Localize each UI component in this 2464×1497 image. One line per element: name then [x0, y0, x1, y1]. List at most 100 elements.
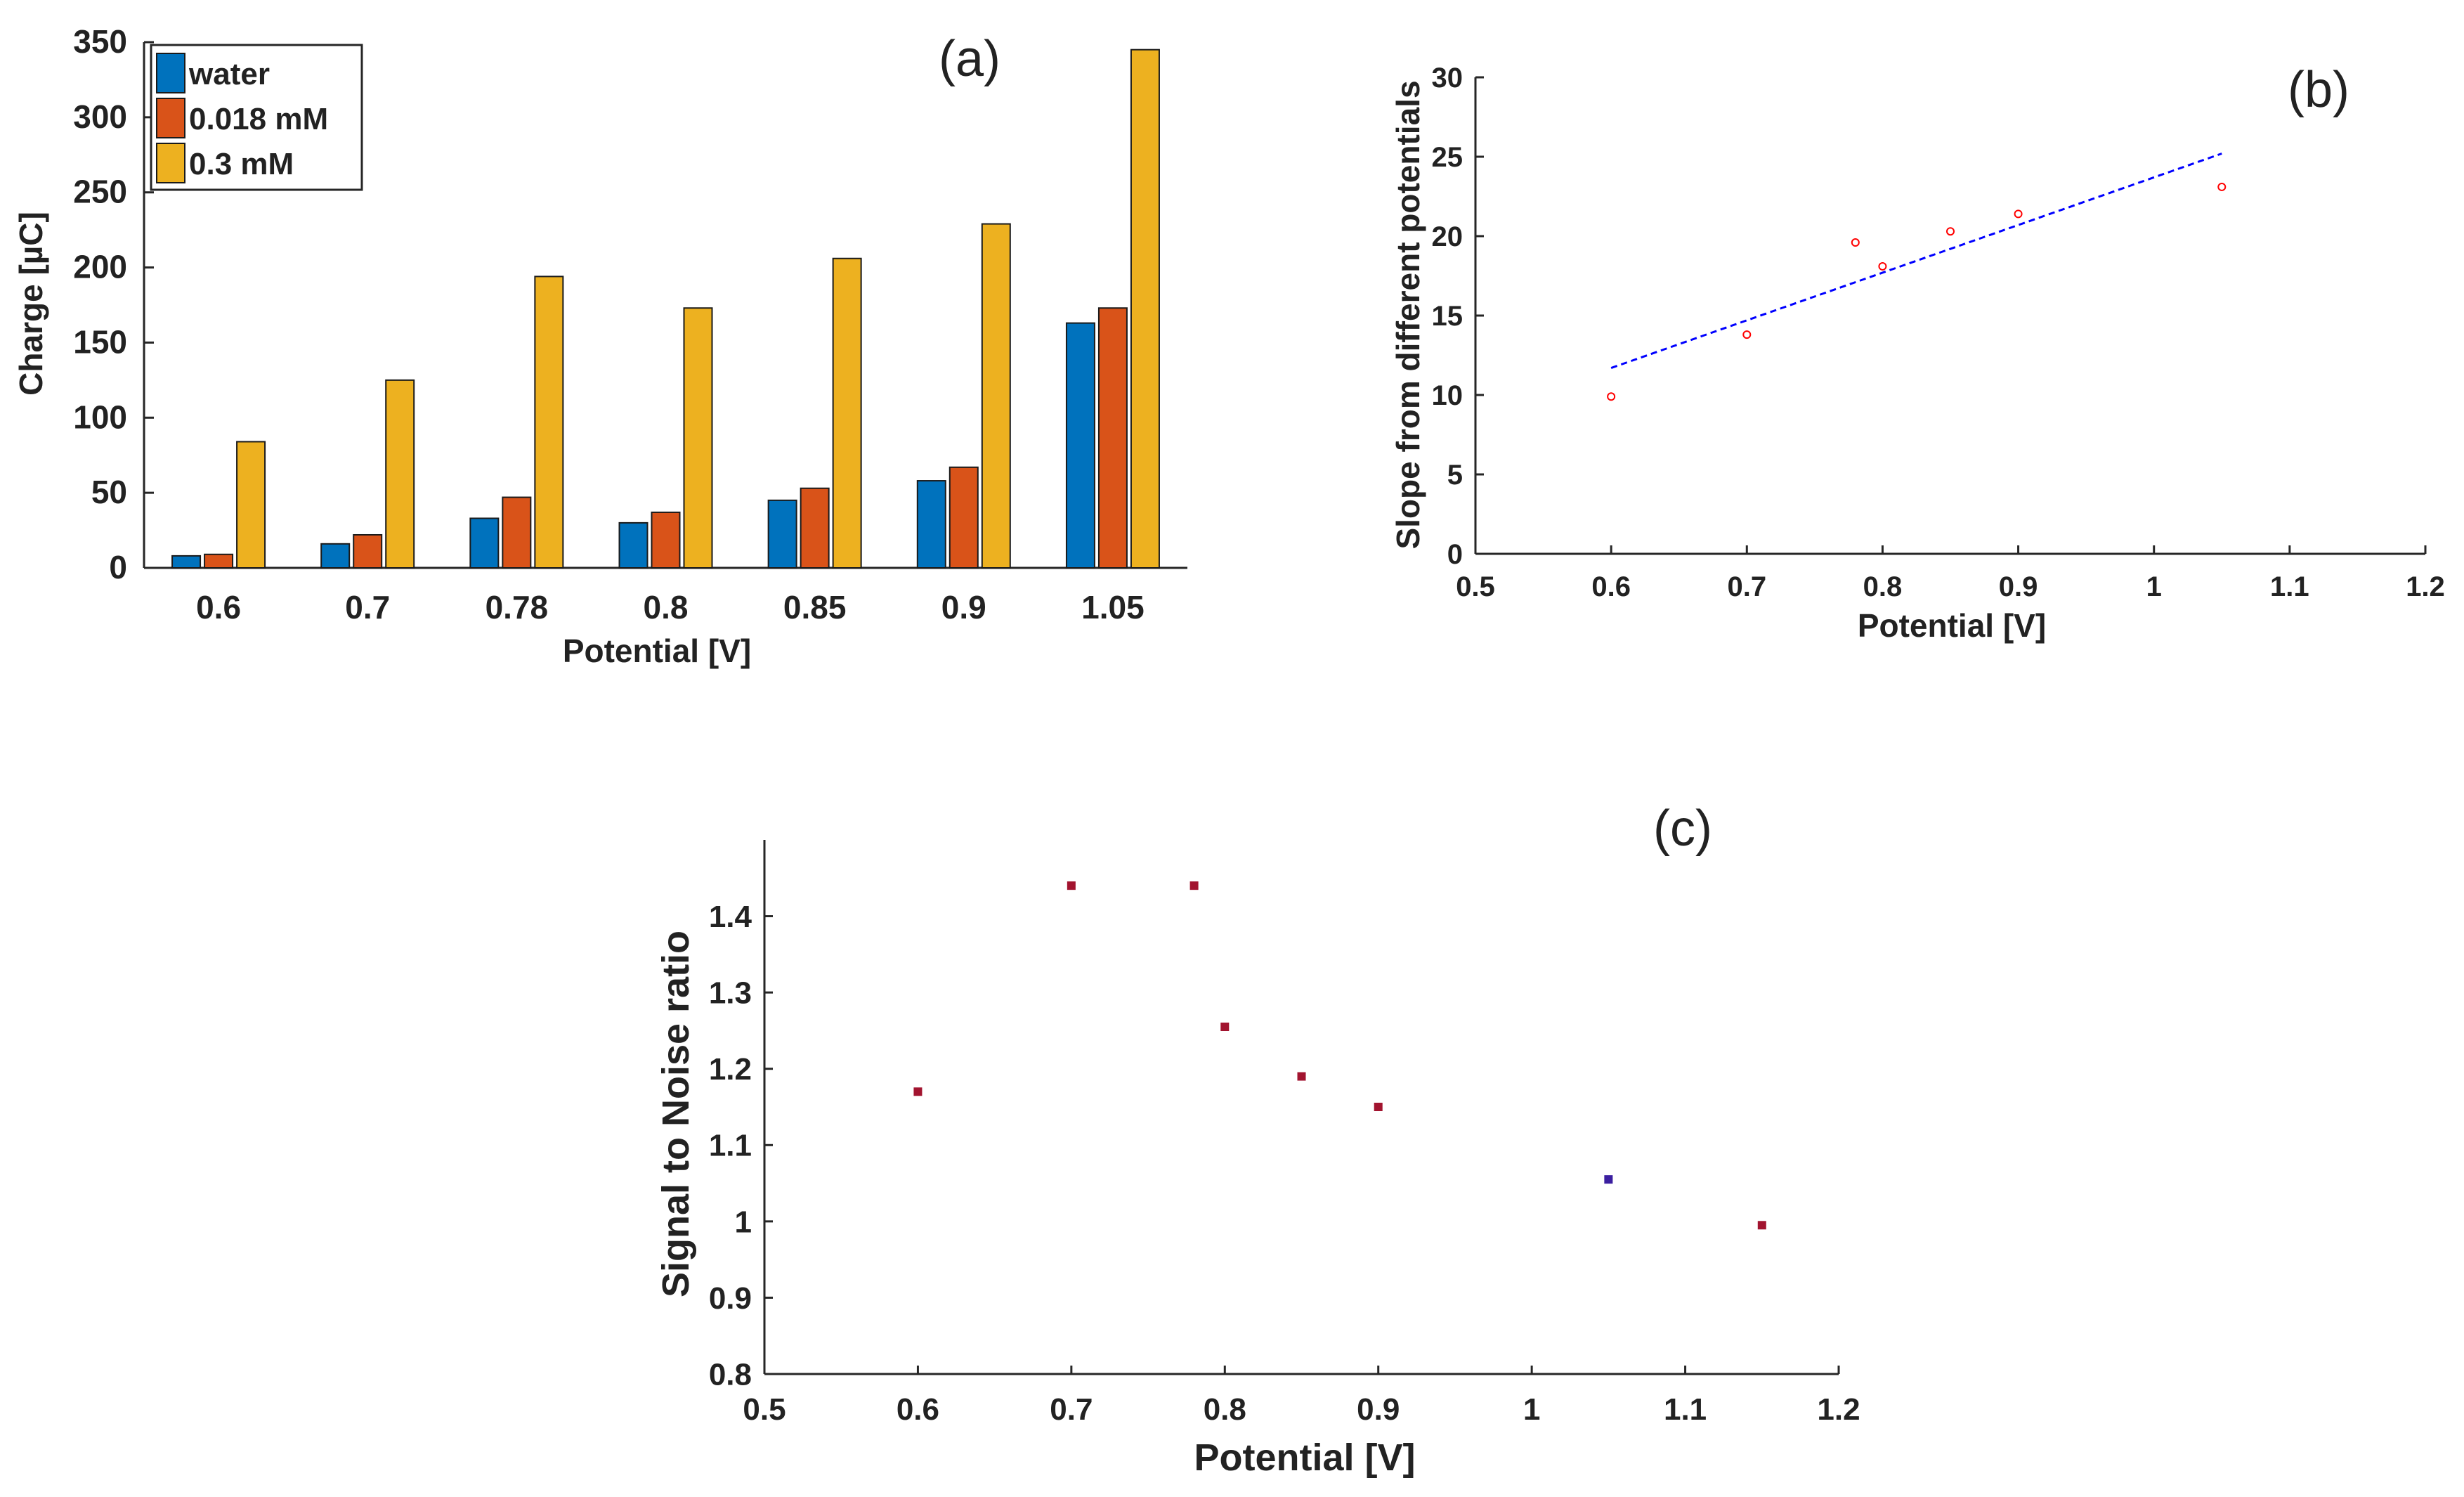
- panel-c-point: [1067, 881, 1076, 890]
- panel-c-point: [1374, 1103, 1383, 1111]
- panel-b-ytick-label: 15: [1432, 301, 1464, 332]
- panel-b-ytick-label: 20: [1432, 221, 1464, 252]
- panel-a-legend-swatch: [156, 143, 185, 183]
- panel-a-legend-swatch: [156, 98, 185, 138]
- panel-b-ytick-label: 10: [1432, 380, 1464, 411]
- panel-a-legend-label: 0.018 mM: [189, 102, 328, 136]
- panel-b-xlabel: Potential [V]: [1858, 607, 2046, 644]
- panel-c-xtick-label: 1.2: [1817, 1392, 1860, 1427]
- panel-a-xlabel: Potential [V]: [563, 633, 751, 669]
- panel-a-label: (a): [939, 31, 1000, 87]
- panel-a-bar: [618, 521, 648, 569]
- panel-c-ytick-label: 1.4: [709, 900, 752, 934]
- panel-a-bar: [534, 276, 564, 569]
- panel-b-xtick-label: 0.5: [1456, 571, 1495, 602]
- panel-b-point: [1851, 238, 1860, 247]
- panel-c-xtick-label: 1: [1523, 1392, 1540, 1427]
- panel-a-ytick-label: 0: [109, 549, 127, 585]
- panel-a-legend-swatch: [156, 53, 185, 93]
- panel-b-ytick-label: 30: [1432, 63, 1464, 93]
- panel-b-ytick-label: 0: [1447, 539, 1463, 570]
- panel-a-bar: [502, 496, 532, 569]
- panel-a-ytick-label: 200: [73, 249, 127, 285]
- panel-b-xtick-label: 0.6: [1591, 571, 1631, 602]
- panel-b-fit-line: [1610, 153, 2222, 369]
- panel-c-point: [1220, 1023, 1230, 1031]
- panel-a-ytick-label: 50: [91, 474, 127, 510]
- panel-b-point: [1946, 227, 1955, 236]
- panel-b-xtick-label: 0.9: [1999, 571, 2038, 602]
- panel-c-point: [1189, 881, 1199, 890]
- panel-b-ytick-label: 25: [1432, 142, 1464, 173]
- panel-a-xtick-label: 0.7: [345, 589, 390, 626]
- panel-a-xtick-label: 0.6: [196, 589, 241, 626]
- panel-a-bar: [651, 511, 681, 569]
- panel-a-legend-label: water: [188, 57, 270, 91]
- panel-c-xlabel: Potential [V]: [1194, 1437, 1415, 1479]
- panel-a-bar: [171, 555, 202, 569]
- panel-a-bar: [683, 307, 713, 569]
- panel-c-xtick-label: 0.7: [1050, 1392, 1093, 1427]
- panel-a-ytick-label: 100: [73, 398, 127, 435]
- panel-b-ytick-label: 5: [1447, 460, 1463, 491]
- panel-c-xtick-label: 1.1: [1664, 1392, 1707, 1427]
- panel-b-point: [2217, 182, 2227, 191]
- panel-a-ytick-label: 250: [73, 174, 127, 210]
- panel-c-point: [1604, 1175, 1613, 1184]
- panel-a-bar: [949, 466, 979, 569]
- panel-a-xtick-label: 1.05: [1081, 589, 1145, 626]
- panel-b-xtick-label: 1.2: [2406, 571, 2445, 602]
- panel-b-xtick-label: 0.8: [1863, 571, 1903, 602]
- panel-a-xtick-label: 0.8: [644, 589, 689, 626]
- panel-c-point: [1757, 1221, 1766, 1230]
- panel-a-ytick-label: 350: [73, 23, 127, 60]
- panel-b-xtick-label: 1.1: [2270, 571, 2309, 602]
- panel-b-point: [2014, 209, 2023, 219]
- panel-a-bar: [385, 379, 415, 569]
- panel-a-bar: [1130, 48, 1160, 569]
- panel-a-bar: [204, 553, 234, 569]
- panel-c-xtick-label: 0.5: [743, 1392, 786, 1427]
- panel-b-scatter: (b) Potential [V] Slope from different p…: [1390, 62, 2445, 644]
- panel-a-bar: [353, 533, 383, 569]
- panel-b-point: [1742, 330, 1752, 339]
- panel-b-xtick-label: 0.7: [1727, 571, 1766, 602]
- panel-a-bar: [800, 487, 830, 569]
- panel-c-scatter: (c) Potential [V] Signal to Noise ratio …: [655, 801, 1860, 1479]
- panel-a-bar: [916, 480, 946, 569]
- panel-a-bar: [981, 223, 1011, 569]
- panel-c-point: [913, 1087, 923, 1096]
- panel-b-ylabel: Slope from different potentials: [1390, 80, 1426, 549]
- panel-c-ytick-label: 1: [735, 1205, 752, 1239]
- panel-c-point: [1297, 1072, 1306, 1081]
- panel-a-bar: [1097, 307, 1128, 569]
- panel-a-xtick-label: 0.78: [485, 589, 549, 626]
- panel-c-ylabel: Signal to Noise ratio: [655, 931, 697, 1297]
- panel-a-ytick-label: 150: [73, 323, 127, 360]
- panel-b-label: (b): [2288, 62, 2349, 118]
- panel-c-xtick-label: 0.9: [1357, 1392, 1400, 1427]
- panel-c-ytick-label: 0.9: [709, 1281, 752, 1316]
- panel-a-legend-label: 0.3 mM: [189, 147, 294, 181]
- panel-c-label: (c): [1653, 801, 1712, 857]
- panel-a-ylabel: Charge [µC]: [13, 212, 49, 396]
- panel-c-ytick-label: 1.1: [709, 1129, 752, 1163]
- panel-a-bar-chart: (a) Potential [V] Charge [µC] 0 50 100 150 2…: [13, 23, 1187, 669]
- panel-c-ytick-label: 1.3: [709, 976, 752, 1011]
- panel-b-point: [1607, 392, 1616, 401]
- panel-c-xtick-label: 0.6: [897, 1392, 939, 1427]
- panel-c-ytick-label: 1.2: [709, 1052, 752, 1087]
- panel-c-xtick-label: 0.8: [1204, 1392, 1246, 1427]
- panel-a-xtick-label: 0.85: [783, 589, 847, 626]
- panel-b-point: [1878, 261, 1887, 271]
- panel-b-xtick-label: 1: [2146, 571, 2162, 602]
- panel-a-bar: [469, 517, 500, 569]
- panel-a-ytick-label: 300: [73, 98, 127, 135]
- panel-a-xtick-label: 0.9: [941, 589, 986, 626]
- panel-a-bar: [767, 499, 797, 569]
- panel-c-ytick-label: 0.8: [709, 1357, 752, 1392]
- panel-a-legend: [150, 44, 363, 191]
- panel-a-bar: [236, 441, 266, 569]
- panel-a-bar: [320, 543, 351, 569]
- panel-a-bar: [1065, 322, 1095, 569]
